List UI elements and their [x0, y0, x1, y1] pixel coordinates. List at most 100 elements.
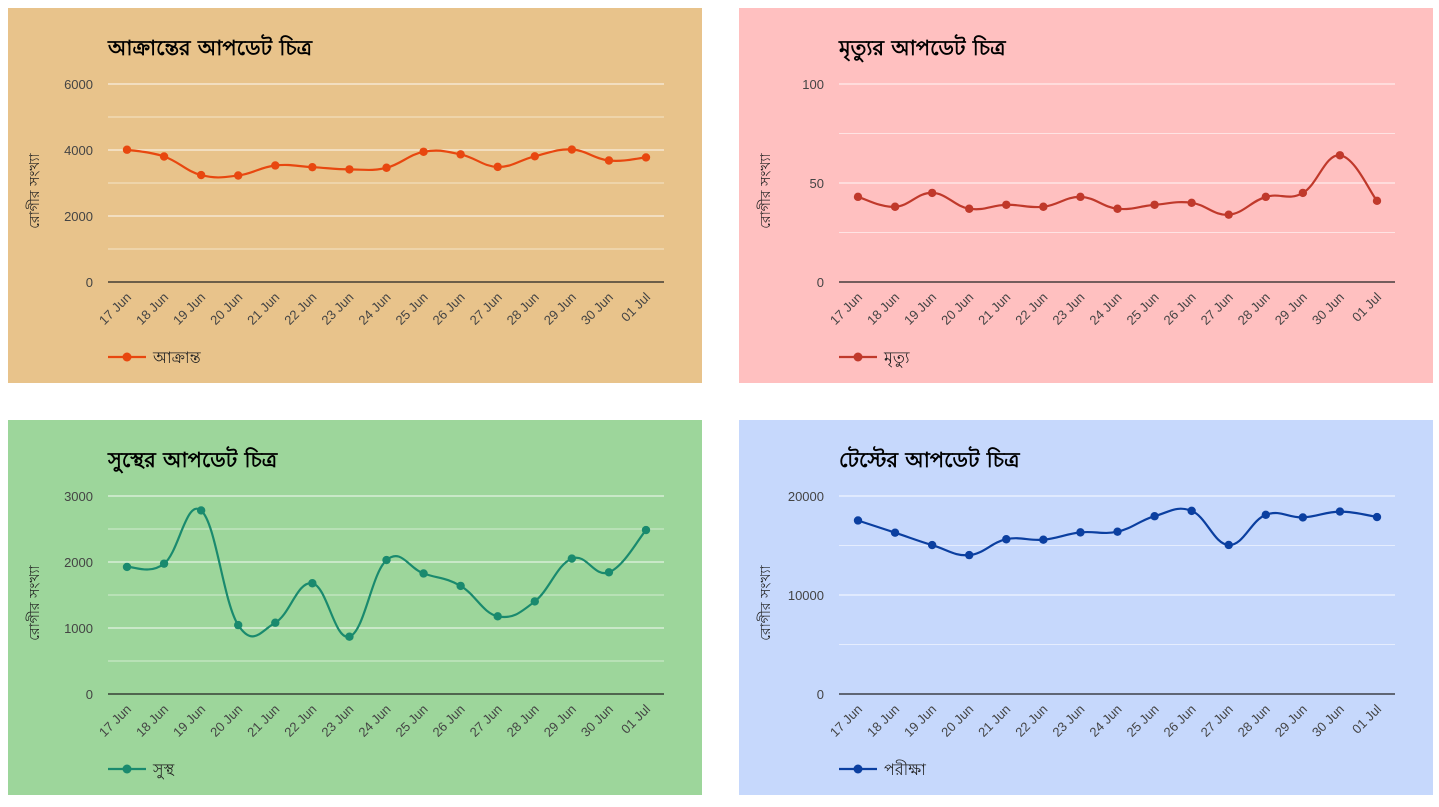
legend-label[interactable]: সুস্থ: [152, 760, 175, 779]
data-point[interactable]: [927, 540, 937, 550]
data-point[interactable]: [1002, 535, 1011, 544]
legend-marker: [122, 352, 132, 362]
chart-panel-cases: আক্রান্তের আপডেট চিত্র 0 2000 4000 6000 রোগীর…: [8, 8, 702, 383]
data-point[interactable]: [890, 528, 900, 537]
data-point[interactable]: [1113, 527, 1122, 536]
data-point[interactable]: [1224, 540, 1233, 550]
data-point[interactable]: [1076, 192, 1085, 202]
chart-title: মৃত্যুর আপডেট চিত্র: [838, 34, 1007, 62]
data-point[interactable]: [530, 152, 539, 161]
data-point[interactable]: [419, 569, 428, 578]
data-point[interactable]: [1187, 506, 1196, 516]
legend-marker: [122, 764, 132, 774]
chart-background: [8, 8, 702, 383]
chart-panel-tests: টেস্টের আপডেট চিত্র 0 10000 20000 রোগীর সংখ্…: [739, 420, 1433, 795]
y-tick-label: 4000: [64, 143, 93, 158]
series-line: [126, 507, 647, 638]
y-tick-label: 0: [817, 687, 824, 702]
chart-svg: টেস্টের আপডেট চিত্র 0 10000 20000 রোগীর সংখ্…: [739, 420, 1433, 795]
data-point[interactable]: [1335, 151, 1345, 160]
data-point[interactable]: [456, 581, 465, 591]
y-axis-label: রোগীর সংখ্যা: [757, 564, 774, 640]
chart-title: সুস্থের আপডেট চিত্র: [107, 446, 279, 473]
data-point[interactable]: [122, 145, 132, 154]
data-point[interactable]: [1039, 535, 1048, 544]
data-point[interactable]: [853, 192, 863, 202]
y-tick-label: 0: [86, 275, 93, 290]
chart-background: [739, 420, 1433, 795]
data-point[interactable]: [567, 145, 577, 154]
data-point[interactable]: [271, 161, 280, 170]
data-point[interactable]: [196, 506, 206, 515]
data-point[interactable]: [271, 618, 280, 627]
data-point[interactable]: [853, 516, 863, 525]
data-point[interactable]: [1372, 196, 1382, 206]
data-point[interactable]: [1335, 507, 1345, 516]
data-point[interactable]: [530, 597, 539, 606]
chart-title: টেস্টের আপডেট চিত্র: [839, 446, 1021, 472]
data-point[interactable]: [604, 568, 614, 577]
data-point[interactable]: [345, 632, 354, 641]
y-axis-label: রোগীর সংখ্যা: [26, 564, 43, 640]
data-point[interactable]: [1002, 200, 1011, 209]
data-point[interactable]: [1113, 204, 1122, 213]
data-point[interactable]: [965, 550, 974, 560]
data-point[interactable]: [1372, 512, 1382, 522]
y-tick-label: 100: [802, 77, 824, 92]
data-point[interactable]: [196, 170, 206, 180]
y-tick-label: 3000: [64, 489, 93, 504]
data-point[interactable]: [159, 559, 169, 568]
y-tick-label: 10000: [788, 588, 824, 603]
legend-label[interactable]: পরীক্ষা: [884, 760, 926, 779]
data-point[interactable]: [604, 156, 614, 165]
data-point[interactable]: [1261, 510, 1270, 520]
y-tick-label: 1000: [64, 621, 93, 636]
y-tick-label: 2000: [64, 555, 93, 570]
y-tick-label: 20000: [788, 489, 824, 504]
data-point[interactable]: [1150, 512, 1159, 521]
data-point[interactable]: [1187, 198, 1196, 207]
data-point[interactable]: [234, 620, 243, 630]
data-point[interactable]: [1298, 513, 1308, 522]
legend-marker: [853, 352, 863, 362]
legend-label[interactable]: আক্রান্ত: [152, 348, 202, 367]
data-point[interactable]: [1039, 202, 1048, 211]
legend-label[interactable]: মৃত্যু: [883, 348, 910, 368]
data-point[interactable]: [345, 165, 354, 174]
data-point[interactable]: [122, 562, 132, 572]
data-point[interactable]: [567, 554, 577, 563]
data-point[interactable]: [419, 147, 428, 156]
data-point[interactable]: [159, 152, 169, 161]
data-point[interactable]: [1224, 210, 1233, 219]
data-point[interactable]: [308, 162, 317, 172]
chart-svg: আক্রান্তের আপডেট চিত্র 0 2000 4000 6000 রোগীর…: [8, 8, 702, 383]
data-point[interactable]: [641, 525, 651, 535]
chart-title: আক্রান্তের আপডেট চিত্র: [107, 34, 314, 60]
chart-panel-recovered: সুস্থের আপডেট চিত্র 0 1000 2000 3000 রোগীর সং…: [8, 420, 702, 795]
data-point[interactable]: [493, 162, 502, 172]
y-tick-label: 6000: [64, 77, 93, 92]
chart-panel-deaths: মৃত্যুর আপডেট চিত্র 0 50 100 রোগীর সংখ্যা 17 …: [739, 8, 1433, 383]
y-tick-label: 2000: [64, 209, 93, 224]
chart-background: [739, 8, 1433, 383]
data-point[interactable]: [493, 612, 502, 621]
data-point[interactable]: [1298, 188, 1308, 198]
y-tick-label: 0: [817, 275, 824, 290]
data-point[interactable]: [965, 204, 974, 213]
data-point[interactable]: [456, 150, 465, 159]
data-point[interactable]: [641, 153, 651, 162]
y-axis-label: রোগীর সংখ্যা: [757, 152, 774, 228]
chart-svg: সুস্থের আপডেট চিত্র 0 1000 2000 3000 রোগীর সং…: [8, 420, 702, 795]
legend-marker: [853, 764, 863, 774]
data-point[interactable]: [1150, 200, 1159, 209]
data-point[interactable]: [927, 188, 937, 198]
data-point[interactable]: [234, 171, 243, 180]
data-point[interactable]: [1076, 528, 1085, 537]
data-point[interactable]: [1261, 192, 1270, 202]
chart-background: [8, 420, 702, 795]
data-point[interactable]: [308, 579, 317, 588]
data-point[interactable]: [890, 202, 900, 211]
data-point[interactable]: [382, 163, 391, 172]
data-point[interactable]: [382, 555, 391, 565]
